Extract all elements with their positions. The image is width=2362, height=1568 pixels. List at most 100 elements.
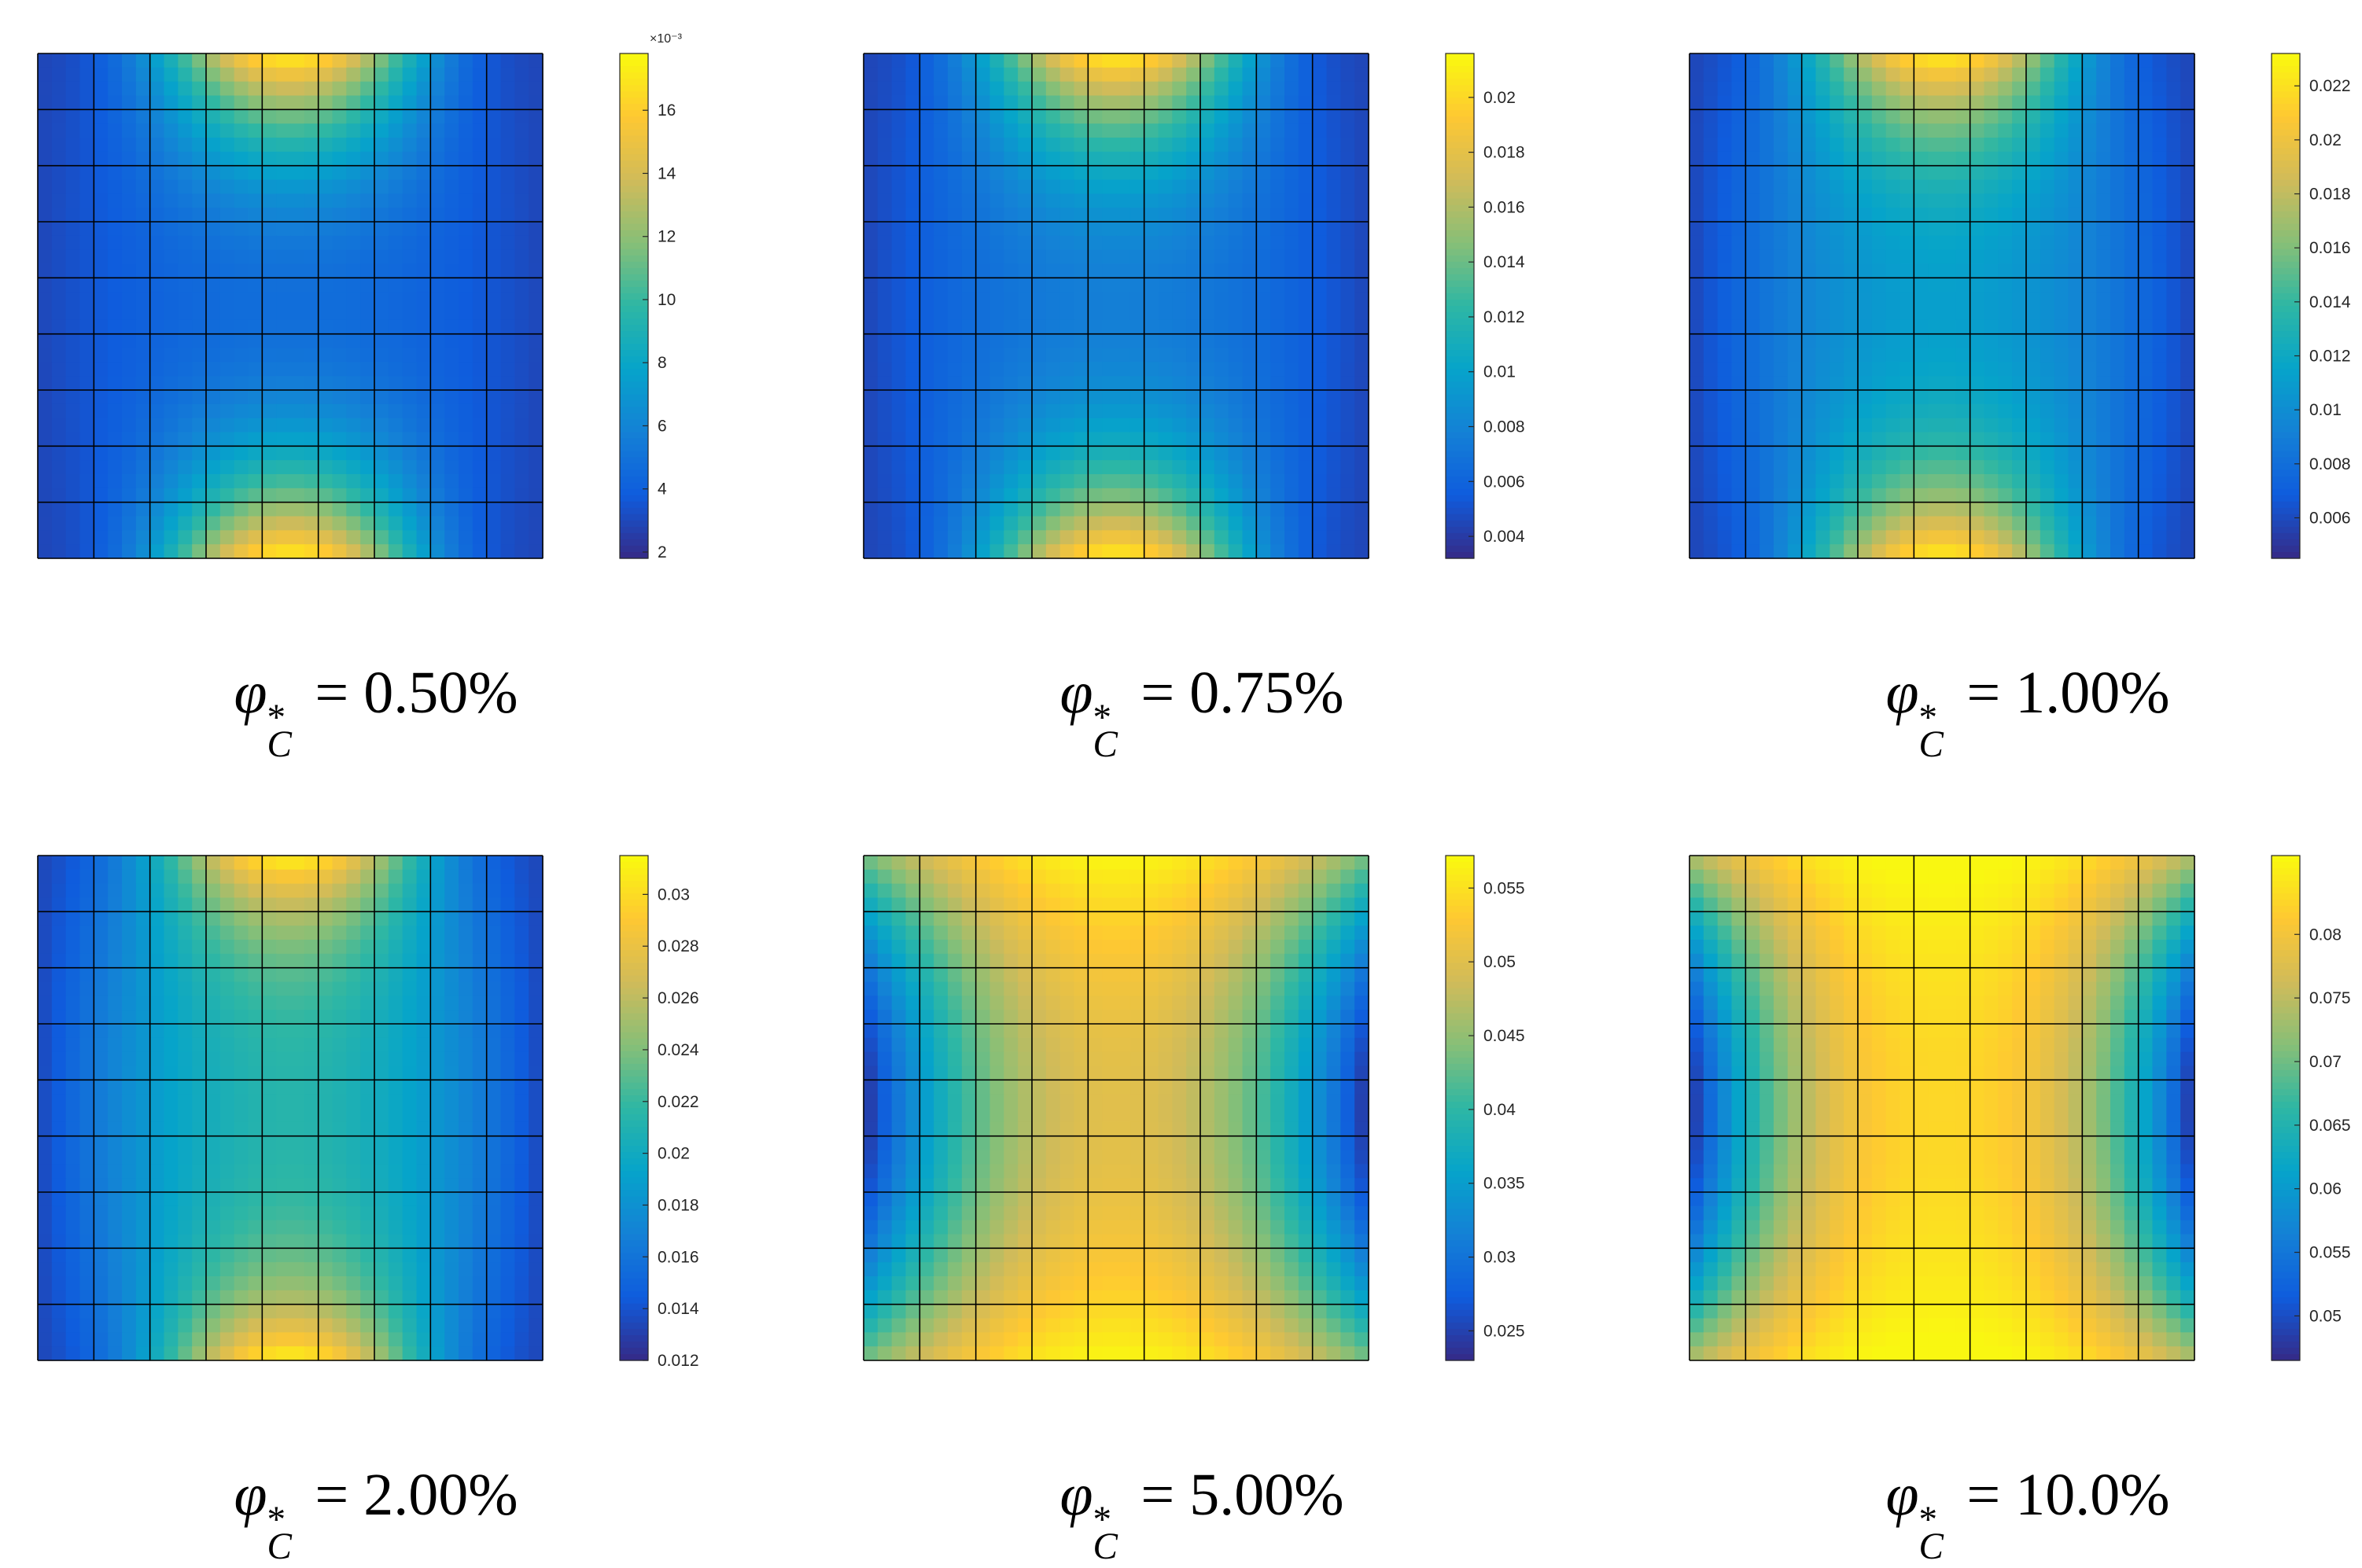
heatmap-cell [473,82,487,96]
heatmap-cell [1354,376,1369,390]
heatmap-cell [459,152,473,166]
heatmap-cell [514,911,529,926]
heatmap-cell [1984,68,1999,82]
heatmap-cell [52,517,66,531]
heatmap-cell [1970,502,1984,517]
heatmap-cell [1858,460,1872,474]
heatmap-cell [136,884,150,898]
colorbar-band [1446,142,1474,149]
heatmap-cell [529,968,543,982]
heatmap-cell [2040,320,2054,334]
heatmap-cell [1816,418,1830,432]
heatmap-cell [66,334,80,348]
colorbar-band [1446,129,1474,136]
heatmap-cell [1900,530,1914,544]
heatmap-cell [403,82,417,96]
heatmap-cell [122,292,136,306]
heatmap-cell [459,236,473,250]
heatmap-cell [2139,96,2153,110]
heatmap-cell [934,418,948,432]
heatmap-cell [304,376,319,390]
heatmap-cell [122,404,136,418]
heatmap-cell [403,208,417,222]
heatmap-cell [892,362,906,376]
heatmap-cell [976,96,990,110]
heatmap-cell [1004,166,1018,180]
heatmap-cell [1774,193,1788,208]
colorbar-band [1446,539,1474,547]
heatmap-cell [1186,68,1200,82]
heatmap-cell [1970,334,1984,348]
heatmap-cell [1102,446,1116,460]
heatmap-cell [108,193,122,208]
heatmap-cell [164,236,179,250]
heatmap-cell [1060,488,1074,502]
heatmap-cell [1200,517,1214,531]
heatmap-cell [1942,418,1956,432]
heatmap-cell [1802,208,1816,222]
heatmap-cell [290,502,304,517]
heatmap-cell [1704,152,1718,166]
heatmap-cell [1788,390,1802,404]
heatmap-cell [529,208,543,222]
heatmap-cell [164,940,179,954]
colorbar-band [620,72,648,79]
heatmap-cell [1928,306,1942,320]
heatmap-cell [1984,236,1999,250]
heatmap-cell [374,222,389,236]
heatmap-cell [290,222,304,236]
heatmap-cell [1914,432,1928,447]
heatmap-cell [514,1122,529,1136]
heatmap-cell [1858,404,1872,418]
heatmap-cell [360,390,374,404]
heatmap-cell [1270,488,1284,502]
heatmap-cell [1774,138,1788,152]
heatmap-cell [487,152,501,166]
heatmap-cell [262,208,276,222]
heatmap-cell [262,1122,276,1136]
heatmap-cell [430,530,444,544]
heatmap-cell [206,1066,220,1080]
heatmap-cell [1732,530,1746,544]
heatmap-cell [389,264,403,278]
heatmap-cell [417,390,431,404]
heatmap-cell [2110,446,2124,460]
heatmap-cell [374,856,389,870]
heatmap-cell [1313,446,1327,460]
heatmap-cell [878,376,892,390]
heatmap-cell [1229,390,1243,404]
heatmap-cell [52,530,66,544]
heatmap-cell [1130,348,1144,363]
heatmap-cell [346,544,360,558]
heatmap-cell [80,968,94,982]
heatmap-cell [192,236,206,250]
heatmap-cell [1186,530,1200,544]
heatmap-cell [1214,306,1229,320]
heatmap-cell [403,264,417,278]
heatmap-cell [262,1038,276,1052]
heatmap-cell [1032,404,1046,418]
heatmap-cell [1760,193,1774,208]
heatmap-cell [374,138,389,152]
heatmap-cell [459,911,473,926]
heatmap-cell [150,1052,164,1066]
heatmap-cell [290,404,304,418]
heatmap-cell [122,1066,136,1080]
heatmap-cell [1704,109,1718,123]
heatmap-cell [1732,292,1746,306]
heatmap-cell [892,432,906,447]
heatmap-cell [444,460,459,474]
heatmap-cell [38,1010,52,1024]
heatmap-cell [2026,292,2040,306]
heatmap-cell [276,96,290,110]
heatmap-cell [1102,292,1116,306]
heatmap-cell [52,1052,66,1066]
heatmap-field [1690,53,2195,559]
heatmap-cell [66,1136,80,1150]
heatmap-cell [514,166,529,180]
heatmap-cell [234,404,249,418]
heatmap-cell [2110,517,2124,531]
heatmap-cell [38,166,52,180]
heatmap-cell [1788,432,1802,447]
heatmap-cell [948,390,962,404]
